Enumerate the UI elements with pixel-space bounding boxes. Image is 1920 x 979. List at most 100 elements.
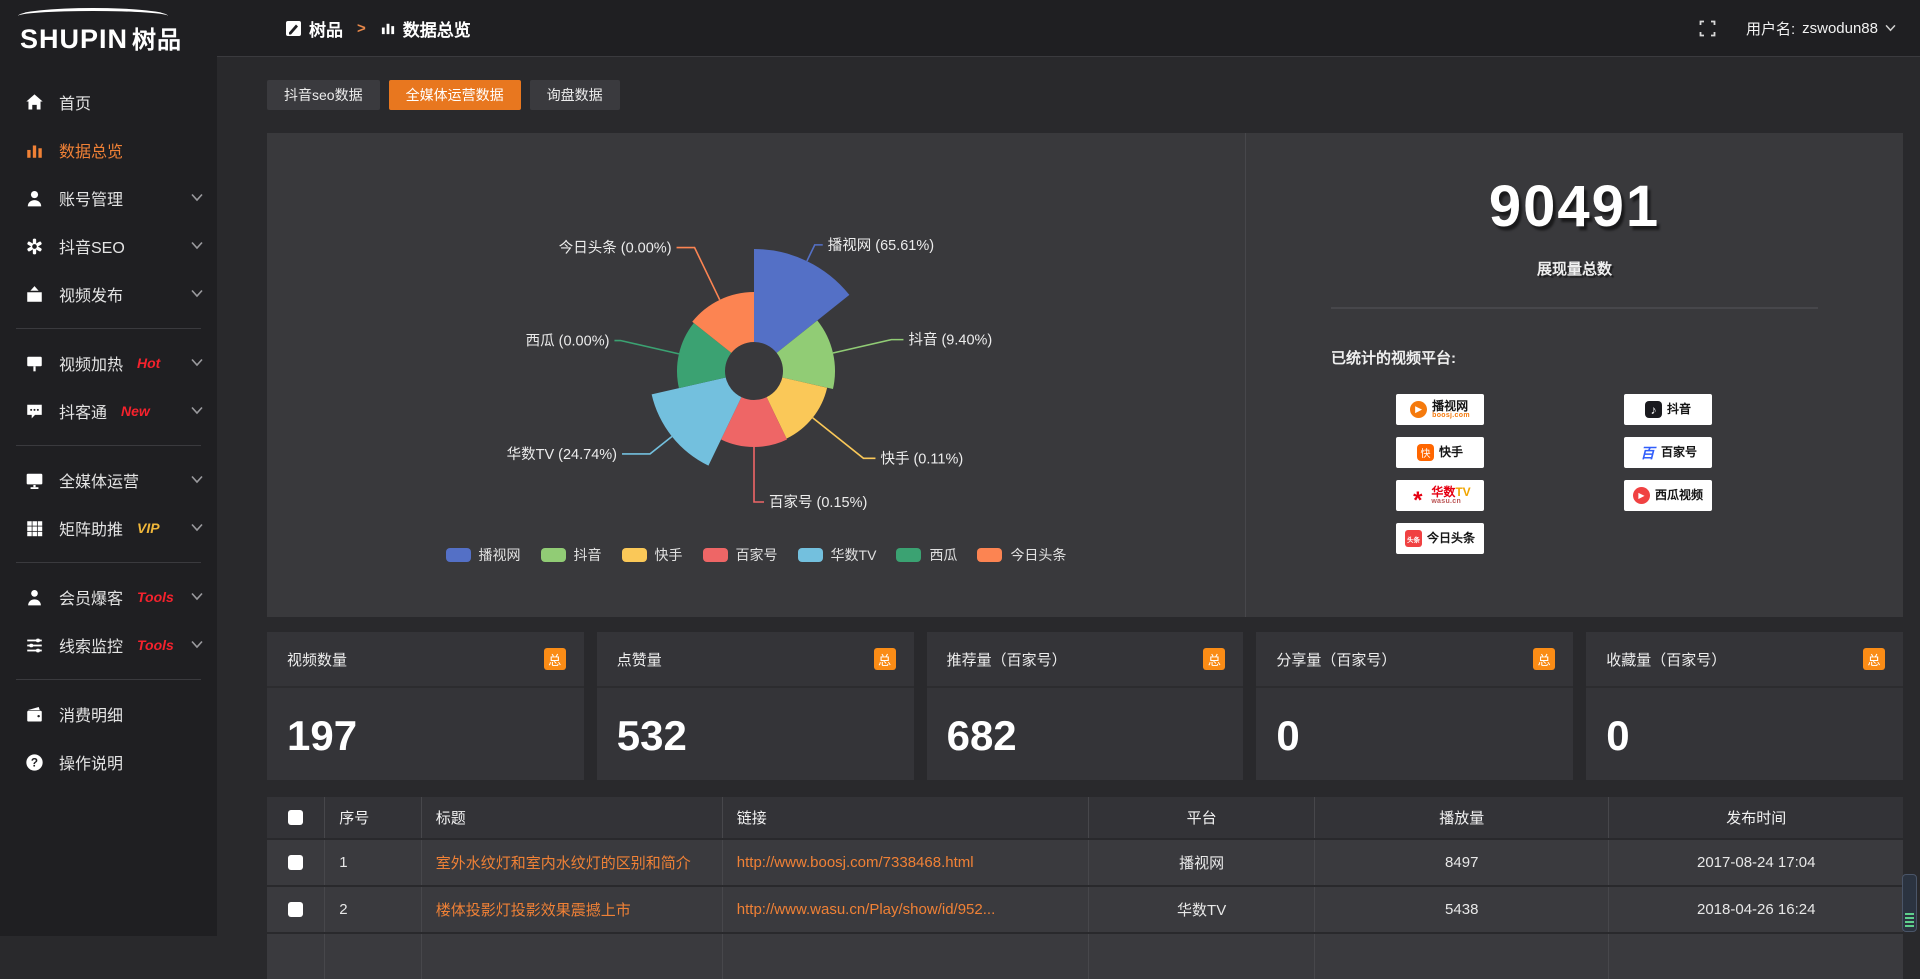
platform-badge-快手[interactable]: 快快手 [1396, 437, 1484, 468]
table-header-row: 序号标题链接平台播放量发布时间 [267, 797, 1903, 838]
column-header-序号[interactable]: 序号 [324, 797, 421, 838]
row-checkbox-cell [267, 840, 324, 885]
cell-time: 2018-04-26 16:24 [1608, 887, 1902, 932]
sidebar-item-操作说明[interactable]: ? 操作说明 [0, 738, 217, 786]
cell-link[interactable]: http://www.boosj.com/7338468.html [722, 840, 1088, 885]
chevron-down-icon[interactable] [191, 519, 203, 537]
total-badge[interactable]: 总 [1863, 648, 1885, 670]
chevron-down-icon[interactable] [191, 285, 203, 303]
sidebar-item-label: 全媒体运营 [59, 468, 139, 492]
select-all-checkbox[interactable] [288, 810, 303, 825]
legend-swatch [798, 548, 823, 562]
platform-badge-西瓜视频[interactable]: ▶西瓜视频 [1624, 480, 1712, 511]
cell-platform: 播视网 [1088, 840, 1314, 885]
tab-询盘数据[interactable]: 询盘数据 [530, 80, 620, 110]
legend-item-西瓜[interactable]: 西瓜 [896, 545, 957, 565]
sidebar-item-全媒体运营[interactable]: 全媒体运营 [0, 456, 217, 504]
sidebar-item-label: 账号管理 [59, 186, 123, 210]
legend-item-华数TV[interactable]: 华数TV [798, 545, 877, 565]
column-header-平台[interactable]: 平台 [1088, 797, 1314, 838]
sidebar-item-账号管理[interactable]: 账号管理 [0, 174, 217, 222]
chevron-down-icon[interactable] [191, 189, 203, 207]
cell-link[interactable]: http://www.wasu.cn/Play/show/id/952... [722, 887, 1088, 932]
column-header-链接[interactable]: 链接 [722, 797, 1088, 838]
row-checkbox[interactable] [288, 902, 303, 917]
cell-title[interactable]: 室外水纹灯和室内水纹灯的区别和简介 [421, 840, 722, 885]
sidebar-item-label: 线索监控 [59, 633, 123, 657]
column-header-播放量[interactable]: 播放量 [1314, 797, 1608, 838]
legend-item-播视网[interactable]: 播视网 [446, 545, 521, 565]
member-icon [25, 588, 44, 607]
help-icon: ? [25, 753, 44, 772]
legend-swatch [622, 548, 647, 562]
sidebar-item-label: 视频加热 [59, 351, 123, 375]
chevron-down-icon[interactable] [191, 636, 203, 654]
row-checkbox[interactable] [288, 855, 303, 870]
breadcrumb-root[interactable]: 树品 [309, 16, 343, 41]
stat-label: 视频数量 [287, 649, 347, 670]
stat-value: 532 [597, 688, 914, 760]
chevron-down-icon[interactable] [191, 237, 203, 255]
top-bar: 树品 > 数据总览 用户名: zswodun88 [217, 0, 1920, 57]
pie-slice-华数TV[interactable] [652, 377, 742, 465]
sidebar-divider [16, 445, 201, 446]
impressions-total-label: 展现量总数 [1246, 258, 1903, 279]
pie-label-华数TV: 华数TV (24.74%) [507, 446, 617, 463]
sidebar-item-视频发布[interactable]: 视频发布 [0, 270, 217, 318]
sidebar-item-label: 会员爆客 [59, 585, 123, 609]
legend-swatch [977, 548, 1002, 562]
platform-badge-抖音[interactable]: ♪抖音 [1624, 394, 1712, 425]
header-checkbox-cell [267, 797, 324, 838]
chevron-down-icon[interactable] [191, 588, 203, 606]
fullscreen-icon[interactable] [1699, 20, 1716, 37]
platform-badge-今日头条[interactable]: 头条今日头条 [1396, 523, 1484, 554]
pie-label-line-抖音 [833, 340, 903, 353]
tab-全媒体运营数据[interactable]: 全媒体运营数据 [389, 80, 521, 110]
platform-badge-百家号[interactable]: 百百家号 [1624, 437, 1712, 468]
pie-label-line-西瓜 [614, 341, 678, 354]
chevron-down-icon[interactable] [191, 354, 203, 372]
column-header-发布时间[interactable]: 发布时间 [1608, 797, 1902, 838]
legend-item-今日头条[interactable]: 今日头条 [977, 545, 1066, 565]
total-badge[interactable]: 总 [544, 648, 566, 670]
column-header-标题[interactable]: 标题 [421, 797, 722, 838]
sidebar-item-label: 操作说明 [59, 750, 123, 774]
sliders-icon [25, 636, 44, 655]
sidebar-item-tag: New [121, 403, 150, 419]
sidebar-item-抖音SEO[interactable]: 抖音SEO [0, 222, 217, 270]
total-badge[interactable]: 总 [874, 648, 896, 670]
user-menu[interactable]: 用户名: zswodun88 [1746, 18, 1896, 39]
cell-title[interactable]: 楼体投影灯投影效果震撼上市 [421, 887, 722, 932]
legend-item-抖音[interactable]: 抖音 [541, 545, 602, 565]
sidebar-item-数据总览[interactable]: 数据总览 [0, 126, 217, 174]
data-tabs: 抖音seo数据全媒体运营数据询盘数据 [267, 80, 1903, 110]
stat-value: 0 [1256, 688, 1573, 760]
total-badge[interactable]: 总 [1203, 648, 1225, 670]
chevron-down-icon[interactable] [191, 471, 203, 489]
cell-empty [722, 934, 1088, 979]
tab-抖音seo数据[interactable]: 抖音seo数据 [267, 80, 380, 110]
total-badge[interactable]: 总 [1533, 648, 1555, 670]
breadcrumb-separator: > [357, 20, 366, 37]
legend-item-快手[interactable]: 快手 [622, 545, 683, 565]
sidebar-item-消费明细[interactable]: 消费明细 [0, 690, 217, 738]
legend-item-百家号[interactable]: 百家号 [703, 545, 778, 565]
sidebar-item-首页[interactable]: 首页 [0, 78, 217, 126]
scrollbar-thumb[interactable] [1902, 874, 1917, 932]
heat-icon [25, 354, 44, 373]
pie-label-播视网: 播视网 (65.61%) [828, 237, 934, 254]
chevron-down-icon[interactable] [191, 402, 203, 420]
